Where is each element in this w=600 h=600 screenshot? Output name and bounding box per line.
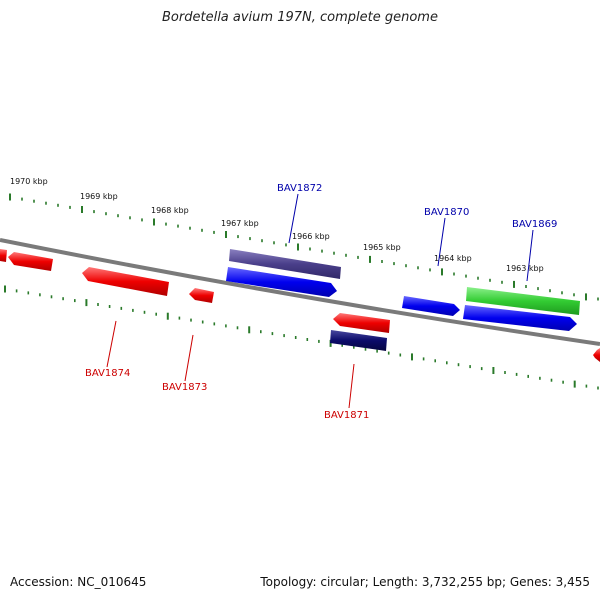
accession-text: Accession: NC_010645 bbox=[10, 575, 147, 589]
kbp-label: 1967 kbp bbox=[221, 219, 259, 228]
gene-reverse-arrow[interactable] bbox=[8, 252, 53, 271]
gene-label-bav1872: BAV1872 bbox=[277, 183, 322, 194]
scale-labels: 1970 kbp 1969 kbp 1968 kbp 1967 kbp 1966 kbp… bbox=[10, 177, 544, 273]
gene-label-bav1870: BAV1870 bbox=[424, 207, 469, 218]
genome-backbone bbox=[0, 238, 600, 346]
gene-forward-arrow[interactable] bbox=[226, 267, 337, 297]
gene-reverse-arrow[interactable] bbox=[333, 313, 390, 333]
gene-forward-arrow[interactable] bbox=[463, 305, 577, 331]
gene-bav1871-arrow[interactable] bbox=[330, 330, 387, 351]
label-leaders bbox=[106, 193, 534, 409]
gene-label-bav1874: BAV1874 bbox=[85, 368, 130, 379]
kbp-label: 1964 kbp bbox=[434, 254, 472, 263]
kbp-label: 1969 kbp bbox=[80, 192, 118, 201]
kbp-label: 1970 kbp bbox=[10, 177, 48, 186]
scale-ticks-top bbox=[9, 193, 599, 301]
map-title: Bordetella avium 197N, complete genome bbox=[162, 10, 438, 25]
gene-label-bav1873: BAV1873 bbox=[162, 382, 207, 393]
gene-label-bav1871: BAV1871 bbox=[324, 410, 369, 421]
kbp-label: 1965 kbp bbox=[363, 243, 401, 252]
kbp-label: 1968 kbp bbox=[151, 206, 189, 215]
gene-bav1874-arrow[interactable] bbox=[82, 267, 169, 296]
gene-bav1872-arrow[interactable] bbox=[229, 249, 341, 279]
kbp-label: 1963 kbp bbox=[506, 264, 544, 273]
gene-bav1869-rna[interactable] bbox=[466, 287, 580, 315]
genome-summary-text: Topology: circular; Length: 3,732,255 bp… bbox=[260, 575, 590, 589]
kbp-label: 1966 kbp bbox=[292, 232, 330, 241]
gene-label-bav1869: BAV1869 bbox=[512, 219, 557, 230]
scale-ticks-bottom bbox=[4, 285, 599, 390]
gene-reverse-arrow[interactable] bbox=[593, 348, 600, 362]
gene-reverse-arrow[interactable] bbox=[0, 249, 7, 262]
gene-bav1873-arrow[interactable] bbox=[189, 288, 214, 303]
gene-bav1870-arrow[interactable] bbox=[402, 296, 460, 316]
